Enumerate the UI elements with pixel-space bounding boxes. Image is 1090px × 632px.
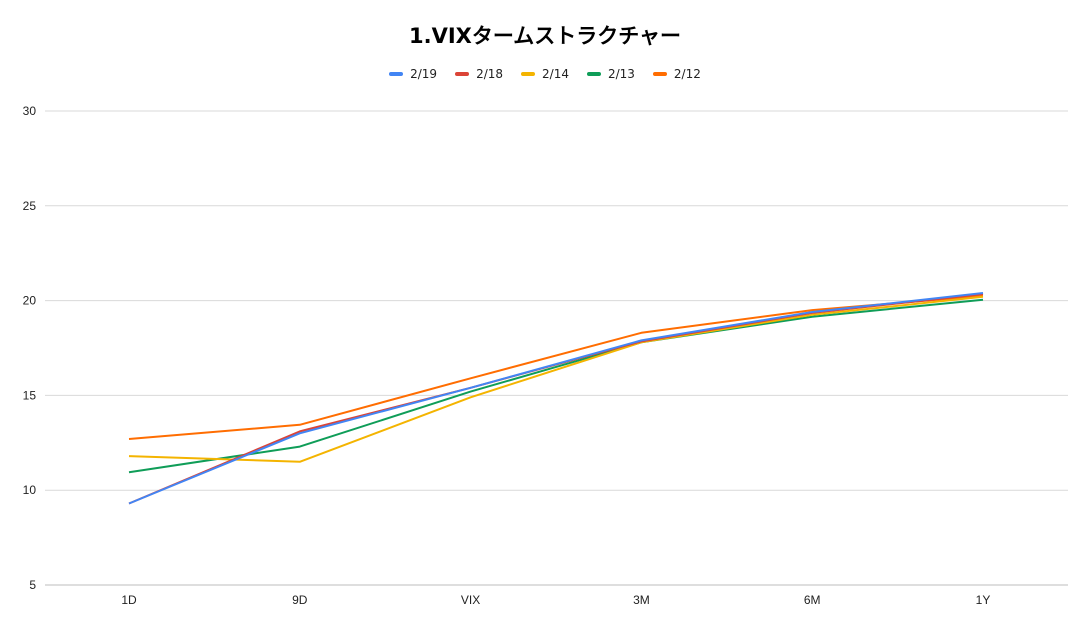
y-tick-label: 15 bbox=[23, 388, 37, 402]
x-tick-label: 1Y bbox=[976, 593, 991, 607]
x-tick-label: 1D bbox=[121, 593, 137, 607]
y-tick-label: 25 bbox=[23, 199, 37, 213]
chart-title: 1.VIXタームストラクチャー bbox=[408, 24, 681, 48]
data-point-2-12-1D bbox=[127, 437, 131, 441]
data-point-2-19-VIX bbox=[469, 386, 473, 390]
x-tick-label: 6M bbox=[804, 593, 821, 607]
legend-label: 2/19 bbox=[410, 67, 438, 81]
data-point-2-12-9D bbox=[298, 423, 302, 427]
data-point-2-13-VIX bbox=[469, 390, 473, 394]
data-point-2-19-1D bbox=[127, 501, 131, 505]
series-line-2-19 bbox=[128, 292, 984, 505]
legend-item[interactable]: 2/13 bbox=[586, 67, 635, 81]
legend-label: 2/13 bbox=[607, 67, 635, 81]
x-tick-label: VIX bbox=[461, 593, 480, 607]
y-tick-label: 20 bbox=[23, 294, 37, 308]
y-tick-label: 5 bbox=[29, 578, 36, 592]
data-point-2-14-1D bbox=[127, 454, 131, 458]
legend-swatch bbox=[521, 72, 536, 76]
legend-item[interactable]: 2/12 bbox=[652, 67, 701, 81]
data-point-2-14-VIX bbox=[469, 395, 473, 399]
y-tick-label: 10 bbox=[23, 483, 37, 497]
y-tick-label: 30 bbox=[23, 104, 37, 118]
legend-item[interactable]: 2/19 bbox=[389, 67, 437, 81]
series-line-2-12 bbox=[128, 294, 984, 440]
legend-item[interactable]: 2/14 bbox=[521, 67, 569, 81]
x-tick-label: 3M bbox=[633, 593, 650, 607]
data-point-2-12-VIX bbox=[469, 376, 473, 380]
data-point-2-19-3M bbox=[639, 338, 643, 342]
series-line-2-14 bbox=[128, 295, 984, 463]
legend-swatch bbox=[586, 72, 601, 76]
legend-swatch bbox=[455, 72, 470, 76]
legend-label: 2/12 bbox=[673, 67, 701, 81]
series-line-2-18 bbox=[128, 293, 984, 505]
data-point-2-12-3M bbox=[639, 331, 643, 335]
data-point-2-19-9D bbox=[298, 431, 302, 435]
data-point-2-19-6M bbox=[810, 310, 814, 314]
legend-swatch bbox=[652, 72, 667, 76]
series-line-2-13 bbox=[128, 298, 984, 474]
legend-label: 2/14 bbox=[542, 67, 569, 81]
data-point-2-14-9D bbox=[298, 460, 302, 464]
data-point-2-13-9D bbox=[298, 445, 302, 449]
data-point-2-19-1Y bbox=[981, 291, 985, 295]
legend-swatch bbox=[389, 72, 404, 76]
data-point-2-13-1D bbox=[127, 470, 131, 474]
x-tick-label: 9D bbox=[292, 593, 308, 607]
legend-label: 2/18 bbox=[476, 67, 504, 81]
legend-item[interactable]: 2/18 bbox=[455, 67, 503, 81]
chart-legend: 2/19 2/18 2/14 2/13 2/12 bbox=[0, 67, 1090, 81]
